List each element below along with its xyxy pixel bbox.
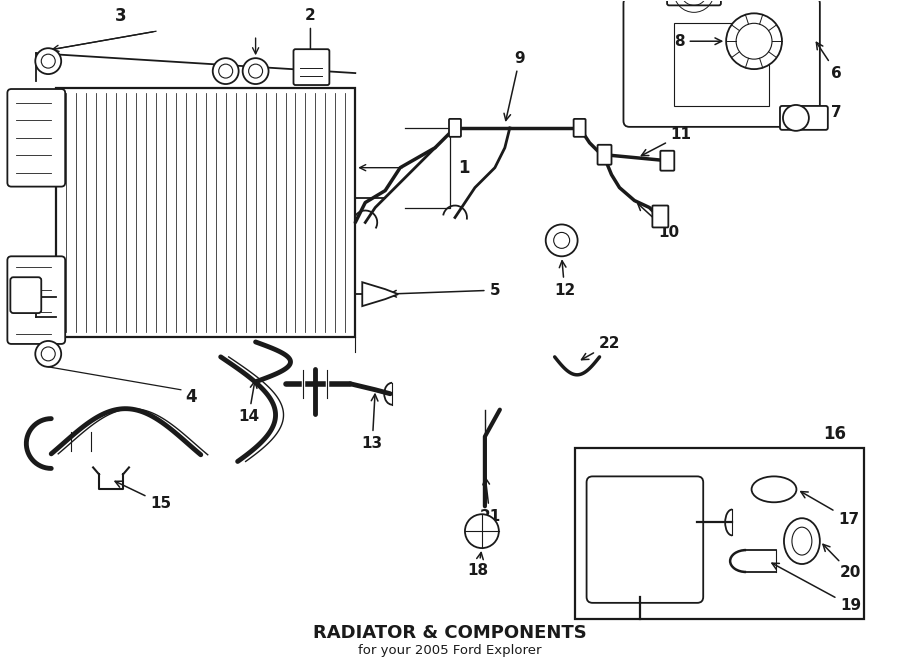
Bar xyxy=(674,23,769,106)
Text: RADIATOR & COMPONENTS: RADIATOR & COMPONENTS xyxy=(313,624,587,641)
FancyBboxPatch shape xyxy=(11,277,41,313)
FancyBboxPatch shape xyxy=(780,106,828,130)
Text: for your 2005 Ford Explorer: for your 2005 Ford Explorer xyxy=(358,644,542,657)
Text: 16: 16 xyxy=(824,424,846,442)
FancyBboxPatch shape xyxy=(7,256,65,344)
Ellipse shape xyxy=(752,477,796,502)
Circle shape xyxy=(212,58,238,84)
Text: 11: 11 xyxy=(642,127,692,156)
FancyBboxPatch shape xyxy=(7,89,65,187)
FancyBboxPatch shape xyxy=(661,151,674,171)
Polygon shape xyxy=(363,282,398,306)
Circle shape xyxy=(35,48,61,74)
FancyBboxPatch shape xyxy=(573,119,586,137)
FancyBboxPatch shape xyxy=(598,145,611,165)
Text: 22: 22 xyxy=(581,336,620,359)
Circle shape xyxy=(243,58,268,84)
Text: 1: 1 xyxy=(458,159,470,177)
Circle shape xyxy=(35,341,61,367)
Text: 13: 13 xyxy=(362,395,382,451)
FancyBboxPatch shape xyxy=(587,477,703,603)
Text: 21: 21 xyxy=(480,478,500,524)
FancyBboxPatch shape xyxy=(449,119,461,137)
Bar xyxy=(574,448,864,619)
Text: 7: 7 xyxy=(818,105,842,120)
FancyBboxPatch shape xyxy=(293,49,329,85)
Text: 17: 17 xyxy=(801,492,860,527)
Text: 18: 18 xyxy=(467,553,489,579)
Circle shape xyxy=(545,224,578,256)
Text: 9: 9 xyxy=(504,51,525,120)
Text: 14: 14 xyxy=(238,381,259,424)
Text: 3: 3 xyxy=(115,7,127,25)
Text: 5: 5 xyxy=(390,283,500,298)
Circle shape xyxy=(726,13,782,69)
Ellipse shape xyxy=(784,518,820,564)
FancyBboxPatch shape xyxy=(667,0,721,5)
Bar xyxy=(56,88,356,337)
Text: 15: 15 xyxy=(115,481,172,511)
Text: 2: 2 xyxy=(305,8,316,59)
FancyBboxPatch shape xyxy=(624,0,820,127)
FancyBboxPatch shape xyxy=(652,205,669,228)
Circle shape xyxy=(783,105,809,131)
Text: 10: 10 xyxy=(638,204,680,240)
Text: 8: 8 xyxy=(674,34,722,49)
Circle shape xyxy=(465,514,499,548)
Text: 4: 4 xyxy=(185,388,196,406)
Text: 12: 12 xyxy=(554,261,575,298)
Text: 19: 19 xyxy=(772,563,861,613)
Text: 6: 6 xyxy=(816,42,842,81)
Text: 20: 20 xyxy=(823,544,861,581)
